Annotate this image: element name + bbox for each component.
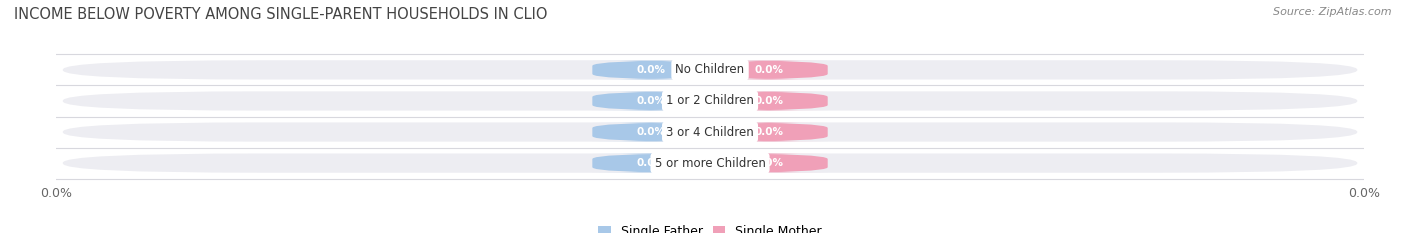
Text: 0.0%: 0.0% [637,127,665,137]
FancyBboxPatch shape [710,122,828,142]
Text: Source: ZipAtlas.com: Source: ZipAtlas.com [1274,7,1392,17]
Text: 5 or more Children: 5 or more Children [655,157,765,170]
Text: 3 or 4 Children: 3 or 4 Children [666,126,754,139]
FancyBboxPatch shape [710,154,828,173]
Legend: Single Father, Single Mother: Single Father, Single Mother [593,220,827,233]
FancyBboxPatch shape [592,122,710,142]
Text: 1 or 2 Children: 1 or 2 Children [666,94,754,107]
Text: 0.0%: 0.0% [755,127,783,137]
FancyBboxPatch shape [710,60,828,79]
Text: 0.0%: 0.0% [755,65,783,75]
FancyBboxPatch shape [592,154,710,173]
Text: 0.0%: 0.0% [755,96,783,106]
FancyBboxPatch shape [63,154,1357,173]
Text: 0.0%: 0.0% [755,158,783,168]
Text: INCOME BELOW POVERTY AMONG SINGLE-PARENT HOUSEHOLDS IN CLIO: INCOME BELOW POVERTY AMONG SINGLE-PARENT… [14,7,547,22]
FancyBboxPatch shape [592,60,710,79]
Text: 0.0%: 0.0% [637,158,665,168]
Text: No Children: No Children [675,63,745,76]
FancyBboxPatch shape [63,60,1357,79]
FancyBboxPatch shape [63,91,1357,111]
Text: 0.0%: 0.0% [637,96,665,106]
Text: 0.0%: 0.0% [637,65,665,75]
FancyBboxPatch shape [63,122,1357,142]
FancyBboxPatch shape [710,91,828,111]
FancyBboxPatch shape [592,91,710,111]
